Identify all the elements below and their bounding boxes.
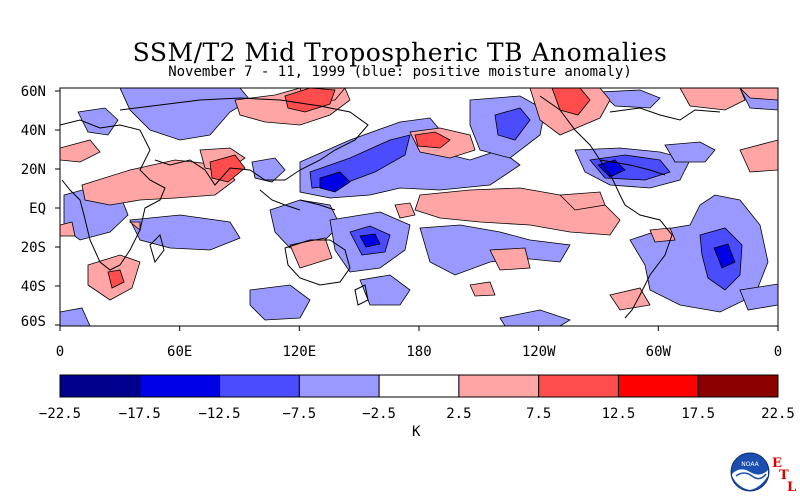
- colorbar-swatch: [59, 374, 141, 398]
- colorbar-tick-label: 12.5: [602, 406, 636, 422]
- lon-label-180: 180: [406, 344, 431, 360]
- lon-label-60e: 60E: [167, 344, 192, 360]
- lon-label-120w: 120W: [522, 344, 556, 360]
- colorbar-swatch: [298, 374, 380, 398]
- lat-labels: 60N 40N 20N EQ 20S 40S 60S: [21, 84, 46, 330]
- colorbar-tick-label: 7.5: [526, 406, 551, 422]
- strong-red-anomaly-regions: [107, 88, 591, 289]
- lat-label-20s: 20S: [21, 240, 46, 256]
- etl-letter-l: L: [787, 480, 797, 495]
- lat-label-20n: 20N: [21, 162, 46, 178]
- very-strong-blue-anomaly-regions: [319, 159, 736, 269]
- colorbar-swatch: [219, 374, 300, 398]
- colorbar-tick-label: 2.5: [446, 406, 471, 422]
- lon-label-0: 0: [56, 344, 64, 360]
- chart-title: SSM/T2 Mid Tropospheric TB Anomalies: [132, 38, 668, 67]
- coastlines: [60, 95, 721, 319]
- lat-label-40s: 40S: [21, 279, 46, 295]
- colorbar-tick-label: −2.5: [362, 406, 396, 422]
- lon-label-60w: 60W: [646, 344, 672, 360]
- colorbar-tick-label: −12.5: [198, 406, 240, 422]
- lat-label-60s: 60S: [21, 314, 46, 330]
- colorbar-tick-label: −17.5: [119, 406, 161, 422]
- colorbar-tick-label: −22.5: [39, 406, 81, 422]
- etl-letter-e: E: [772, 456, 782, 471]
- map-frame: [59, 87, 779, 327]
- colorbar-tick-label: 22.5: [761, 406, 795, 422]
- noaa-logo: NOAA: [730, 452, 770, 492]
- lat-label-60n: 60N: [21, 84, 46, 100]
- anomaly-field: [60, 88, 778, 326]
- etl-letter-t: T: [779, 468, 789, 483]
- colorbar-swatch: [458, 374, 540, 398]
- colorbar: [59, 374, 779, 398]
- noaa-logo-text: NOAA: [741, 461, 759, 468]
- colorbar-tick-label: 17.5: [681, 406, 715, 422]
- colorbar-tick-label: −7.5: [282, 406, 316, 422]
- colorbar-swatch: [617, 374, 699, 398]
- colorbar-swatch: [139, 374, 221, 398]
- colorbar-labels: −22.5 −17.5 −12.5 −7.5 −2.5 2.5 7.5 12.5 17.5 22.…: [39, 406, 795, 422]
- axis-ticks: [55, 90, 779, 331]
- lon-label-0-east: 0: [774, 344, 782, 360]
- colorbar-swatch: [378, 374, 460, 398]
- colorbar-unit: K: [412, 424, 421, 440]
- lat-label-eq: EQ: [29, 201, 46, 217]
- lat-label-40n: 40N: [21, 123, 46, 139]
- lon-label-120e: 120E: [282, 344, 316, 360]
- colorbar-swatch: [697, 374, 779, 398]
- colorbar-swatch: [538, 374, 619, 398]
- chart-subtitle: November 7 - 11, 1999 (blue: positive mo…: [168, 64, 632, 80]
- lon-labels: 0 60E 120E 180 120W 60W 0: [56, 344, 782, 360]
